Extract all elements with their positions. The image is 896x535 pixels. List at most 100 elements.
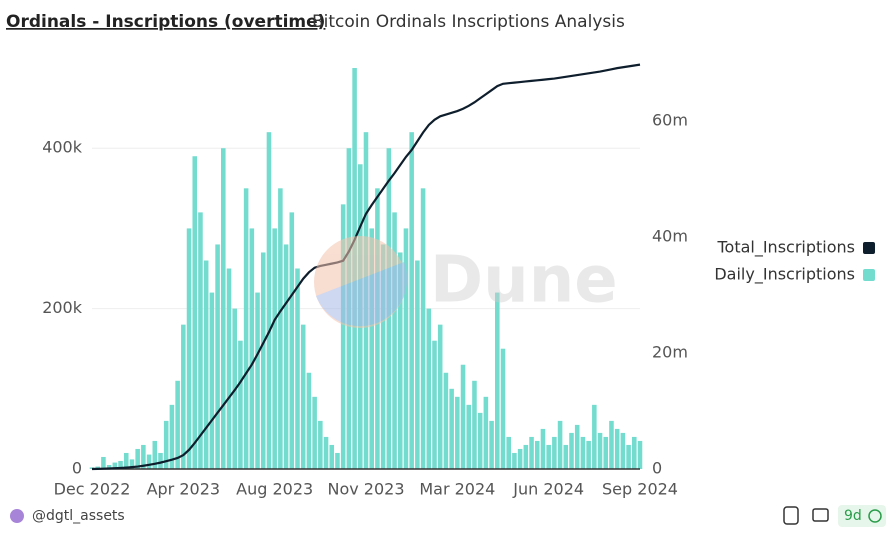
bar [495, 292, 500, 469]
bar [249, 228, 255, 469]
bar [186, 228, 192, 469]
bar [152, 440, 158, 469]
bar [403, 228, 409, 469]
y-tick-label: 200k [42, 298, 83, 317]
bar [300, 324, 306, 469]
bar [603, 436, 609, 469]
bar [123, 452, 129, 469]
bar [312, 396, 317, 469]
y-tick-label: 400k [42, 138, 83, 157]
legend-swatch [863, 242, 875, 254]
x-tick-label: Dec 2022 [54, 480, 131, 499]
bar [580, 436, 586, 469]
bar [506, 436, 511, 469]
y2-tick-label: 60m [652, 110, 688, 129]
bar [512, 452, 517, 469]
bar [592, 404, 597, 469]
bar [483, 396, 489, 469]
bar [563, 444, 569, 469]
bar [409, 132, 414, 470]
x-tick-label: Apr 2023 [147, 480, 220, 499]
x-tick-label: Aug 2023 [236, 480, 313, 499]
bar [278, 188, 283, 469]
bar [534, 440, 540, 469]
badge-text: 9d [844, 508, 862, 524]
bar [586, 440, 591, 469]
watermark-text: Dune [430, 244, 618, 318]
bar [323, 436, 329, 469]
y2-tick-label: 20m [652, 342, 688, 361]
x-tick-label: Jun 2024 [512, 480, 584, 499]
bar [141, 444, 146, 469]
watermark-logo-part [316, 262, 408, 327]
bar [477, 412, 483, 469]
bar [335, 452, 340, 469]
bar [243, 188, 249, 469]
bar [597, 432, 603, 469]
chart-subtitle: Bitcoin Ordinals Inscriptions Analysis [312, 12, 625, 32]
bar [112, 462, 118, 469]
bar [221, 148, 226, 469]
bar [432, 340, 437, 469]
y2-tick-label: 40m [652, 226, 688, 245]
bar [466, 404, 472, 469]
watermark: Dune [314, 236, 618, 328]
bar [397, 252, 403, 469]
bar [129, 459, 135, 469]
bar [443, 372, 449, 469]
bar [198, 212, 203, 469]
bar [614, 428, 620, 469]
bar [569, 432, 574, 469]
bar [517, 448, 523, 469]
author[interactable]: @dgtl_assets [32, 508, 125, 524]
bar [620, 432, 626, 469]
badge-check [868, 509, 882, 523]
bar [426, 308, 432, 469]
bar [260, 252, 266, 469]
x-tick-label: Mar 2024 [419, 480, 495, 499]
bar [500, 348, 506, 469]
bar [169, 404, 175, 469]
bar [523, 444, 529, 469]
bar [420, 188, 426, 469]
bar [181, 324, 186, 469]
bar [163, 420, 169, 469]
bar [392, 212, 397, 469]
bar [375, 188, 380, 469]
bar [306, 372, 312, 469]
legend-swatch [863, 269, 875, 281]
bar [146, 454, 152, 469]
icon-camera[interactable] [812, 508, 829, 522]
bar [175, 380, 180, 469]
bar [552, 436, 557, 469]
bar [295, 268, 300, 469]
icon-edit[interactable] [783, 506, 799, 525]
bar [557, 420, 563, 469]
bar [626, 444, 631, 469]
y2-tick-label: 0 [652, 459, 662, 478]
x-tick-label: Sep 2024 [602, 480, 678, 499]
bar [415, 260, 420, 469]
bar [637, 440, 643, 469]
bar [283, 244, 289, 469]
bar [449, 388, 454, 469]
bar [203, 260, 209, 469]
bar [472, 380, 477, 469]
legend-label: Daily_Inscriptions [714, 265, 855, 285]
bar [318, 420, 323, 469]
toolbar: 9d [783, 505, 886, 527]
bar [192, 156, 198, 469]
bar [489, 420, 494, 469]
legend-label: Total_Inscriptions [716, 238, 855, 258]
chart-title[interactable]: Ordinals - Inscriptions (overtime) [6, 12, 325, 32]
bar [215, 244, 220, 469]
bar [340, 204, 346, 469]
bar [135, 448, 140, 469]
bar [255, 292, 260, 469]
author-avatar [10, 509, 24, 523]
bar [118, 460, 123, 469]
bar [574, 424, 580, 469]
bar [460, 364, 466, 469]
bar [529, 436, 534, 469]
bar [455, 396, 460, 469]
